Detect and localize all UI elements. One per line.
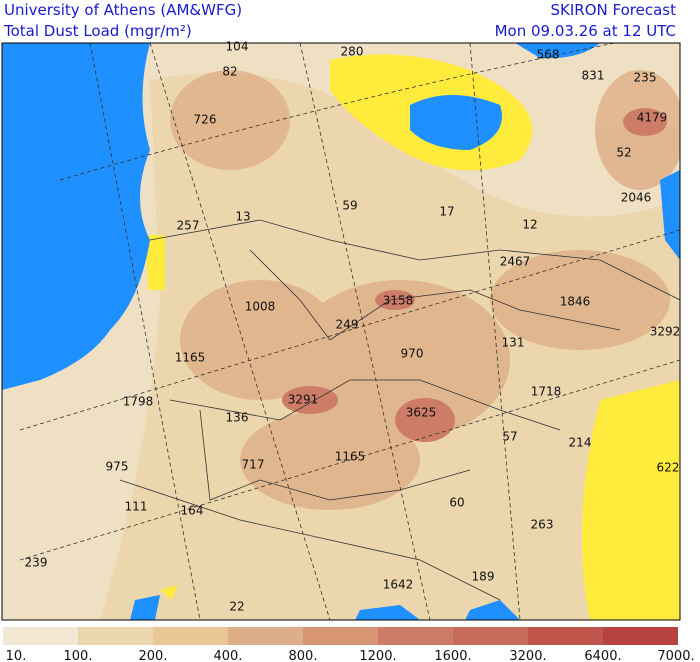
legend-label: 1600. bbox=[434, 649, 471, 662]
legend-label: 100. bbox=[64, 649, 93, 662]
map-value: 249 bbox=[336, 318, 359, 332]
map-value: 239 bbox=[25, 556, 48, 570]
map-value: 1165 bbox=[335, 450, 366, 464]
map-value: 831 bbox=[582, 69, 605, 83]
legend-swatch bbox=[603, 627, 678, 645]
map-value: 717 bbox=[242, 458, 265, 472]
legend-swatch bbox=[228, 627, 303, 645]
map-value: 2467 bbox=[500, 255, 531, 269]
valid-time: Mon 09.03.26 at 12 UTC bbox=[495, 22, 676, 40]
legend-label: 800. bbox=[289, 649, 318, 662]
map-value: 4179 bbox=[637, 111, 668, 125]
map-value: 970 bbox=[401, 347, 424, 361]
field-name: Total Dust Load (mgr/m²) bbox=[3, 22, 192, 40]
map-value: 1165 bbox=[175, 351, 206, 365]
legend-swatch bbox=[303, 627, 378, 645]
legend-label: 7000. bbox=[657, 649, 694, 662]
map-value: 3291 bbox=[288, 393, 319, 407]
map-value: 1846 bbox=[560, 295, 591, 309]
legend-swatch bbox=[3, 627, 78, 645]
map-value: 1798 bbox=[123, 395, 154, 409]
map-value: 57 bbox=[502, 430, 517, 444]
map-value: 1642 bbox=[383, 578, 414, 592]
legend-swatch bbox=[78, 627, 153, 645]
map-value: 3292 bbox=[650, 325, 681, 339]
map-value: 12 bbox=[522, 218, 537, 232]
map-value: 568 bbox=[537, 48, 560, 62]
map-value: 189 bbox=[472, 570, 495, 584]
map-value: 17 bbox=[439, 205, 454, 219]
map-value: 280 bbox=[341, 45, 364, 59]
legend-label: 3200. bbox=[509, 649, 546, 662]
map-value: 164 bbox=[181, 504, 204, 518]
legend-swatch bbox=[453, 627, 528, 645]
map-value: 59 bbox=[342, 199, 357, 213]
map-value: 22 bbox=[229, 600, 244, 614]
map-value: 975 bbox=[106, 460, 129, 474]
institution: University of Athens (AM&WFG) bbox=[4, 1, 242, 19]
legend-swatch bbox=[528, 627, 603, 645]
map-value: 60 bbox=[449, 496, 464, 510]
map-value: 52 bbox=[616, 146, 631, 160]
map-value: 214 bbox=[569, 436, 592, 450]
map-value: 622 bbox=[657, 461, 680, 475]
map-value: 82 bbox=[222, 65, 237, 79]
legend: 10. 100. 200. 400. 800. 1200. 1600. 3200. 6400. 7… bbox=[3, 627, 695, 662]
legend-label: 6400. bbox=[584, 649, 621, 662]
map bbox=[1, 42, 681, 621]
legend-swatch bbox=[153, 627, 228, 645]
map-value: 111 bbox=[125, 500, 148, 514]
map-value: 13 bbox=[235, 210, 250, 224]
map-value: 1008 bbox=[245, 300, 276, 314]
map-value: 235 bbox=[634, 71, 657, 85]
legend-label: 200. bbox=[139, 649, 168, 662]
map-value: 131 bbox=[502, 336, 525, 350]
map-value: 263 bbox=[531, 518, 554, 532]
legend-label: 10. bbox=[6, 649, 27, 662]
map-value: 257 bbox=[177, 219, 200, 233]
map-value: 3625 bbox=[406, 406, 437, 420]
map-value: 104 bbox=[226, 40, 249, 54]
product: SKIRON Forecast bbox=[551, 1, 677, 19]
map-value: 1718 bbox=[531, 385, 562, 399]
map-value: 726 bbox=[194, 113, 217, 127]
legend-label: 1200. bbox=[359, 649, 396, 662]
map-value: 2046 bbox=[621, 191, 652, 205]
map-value: 3158 bbox=[383, 294, 414, 308]
legend-swatch bbox=[378, 627, 453, 645]
legend-label: 400. bbox=[214, 649, 243, 662]
map-value: 136 bbox=[226, 411, 249, 425]
